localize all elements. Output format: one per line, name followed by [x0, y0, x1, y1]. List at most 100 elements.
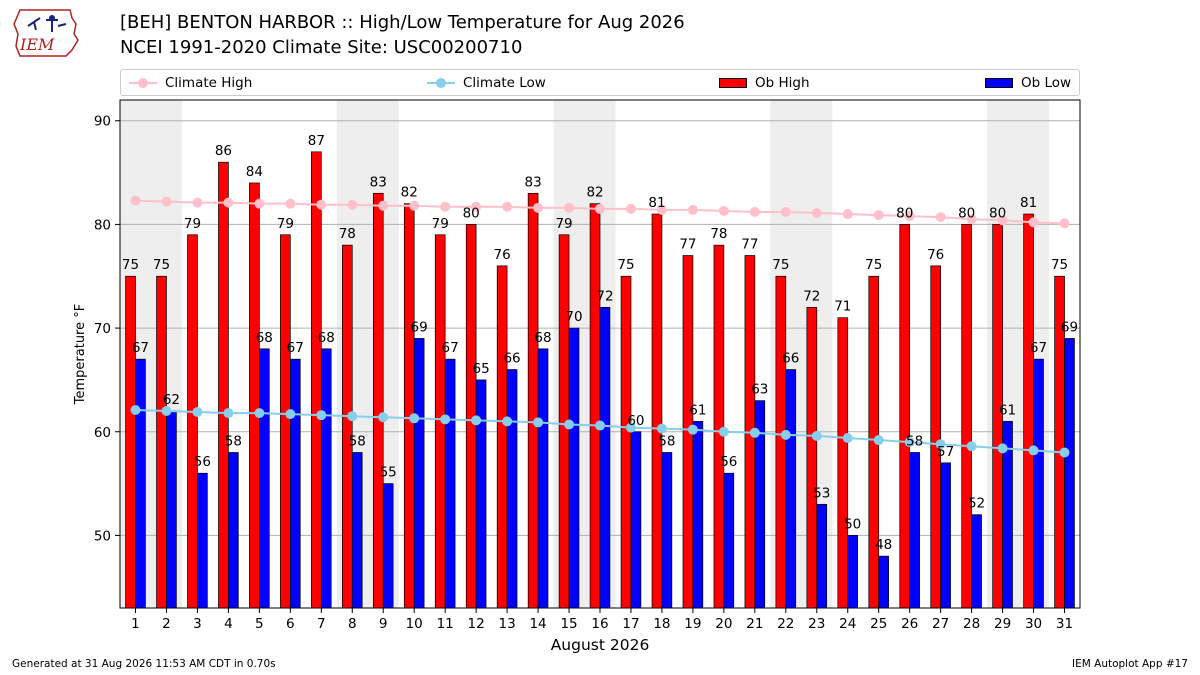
climate-low-point-25 [873, 435, 884, 446]
legend-label-climate-high: Climate High [165, 74, 253, 91]
ob-low-label-24: 50 [844, 516, 861, 532]
legend-label-ob-high: Ob High [755, 74, 810, 91]
app-credit: IEM Autoplot App #17 [1072, 658, 1188, 670]
legend-item-climate-high: Climate High [129, 70, 252, 95]
ob-low-bar-5 [259, 348, 270, 609]
climate-low-point-30 [1028, 445, 1039, 456]
climate-low-point-23 [811, 430, 822, 441]
x-tick-label-22: 22 [777, 616, 794, 632]
ob-high-bar-28 [961, 224, 972, 609]
x-tick-label-21: 21 [746, 616, 763, 632]
climate-high-point-20 [718, 205, 729, 216]
climate-high-point-23 [811, 208, 822, 219]
iem-logo: IEM [13, 9, 79, 57]
climate-low-point-12 [471, 415, 482, 426]
climate-lines [130, 195, 1070, 458]
ob-low-bar-22 [785, 369, 797, 609]
ob-low-bar-19 [692, 421, 704, 609]
ob-high-label-6: 79 [277, 216, 294, 232]
ob-high-bar-13 [496, 265, 508, 609]
ob-low-label-12: 65 [472, 361, 489, 377]
ob-low-label-26: 58 [906, 433, 923, 449]
ob-low-label-21: 63 [751, 382, 768, 398]
ob-low-bar-26 [909, 452, 920, 609]
climate-high-line-icon [129, 77, 157, 89]
ob-high-label-28: 80 [958, 205, 975, 221]
climate-low-point-20 [718, 426, 729, 437]
climate-high-point-15 [564, 202, 575, 213]
ob-low-label-14: 68 [534, 330, 551, 346]
legend-item-climate-low: Climate Low [427, 70, 546, 95]
ob-high-label-9: 83 [370, 174, 387, 190]
climate-low-point-9 [378, 412, 389, 423]
ob-low-bar-3 [197, 472, 208, 609]
climate-high-point-22 [780, 206, 791, 217]
climate-low-point-4 [223, 408, 234, 419]
ob-low-label-1: 67 [132, 340, 149, 356]
x-tick-label-7: 7 [317, 616, 326, 632]
ob-low-label-31: 69 [1061, 319, 1078, 335]
x-tick-label-26: 26 [901, 616, 918, 632]
climate-high-point-28 [966, 214, 977, 225]
climate-high-point-4 [223, 197, 234, 208]
climate-high-point-30 [1028, 217, 1039, 228]
logo-text: IEM [19, 35, 55, 54]
climate-high-point-3 [192, 197, 203, 208]
x-tick-label-1: 1 [131, 616, 140, 632]
x-axis-label: August 2026 [551, 636, 650, 654]
y-tick-label-60: 60 [94, 425, 111, 441]
ob-low-bar-10 [413, 338, 425, 609]
ob-low-label-7: 68 [318, 330, 335, 346]
ob-high-label-1: 75 [122, 257, 139, 273]
climate-high-point-21 [749, 206, 760, 217]
climate-high-point-6 [285, 198, 296, 209]
climate-low-point-15 [564, 419, 575, 430]
legend-item-ob-high: Ob High [719, 70, 810, 95]
climate-low-point-26 [904, 437, 915, 448]
ob-high-bar-6 [280, 234, 291, 609]
x-tick-label-20: 20 [715, 616, 732, 632]
climate-high-point-9 [378, 200, 389, 211]
ob-high-label-4: 86 [215, 143, 232, 159]
x-tick-label-4: 4 [224, 616, 233, 632]
ob-low-label-2: 62 [163, 392, 180, 408]
ob-high-bar-2 [156, 275, 167, 609]
ob-low-bar-16 [599, 306, 611, 609]
ob-high-bar-22 [775, 275, 787, 609]
climate-low-point-1 [130, 404, 141, 415]
ob-low-bar-20 [723, 472, 735, 609]
x-tick-label-25: 25 [870, 616, 887, 632]
climate-low-point-17 [625, 422, 636, 433]
ob-high-bar-23 [806, 306, 818, 609]
x-tick-label-12: 12 [468, 616, 485, 632]
ob-low-bar-2 [166, 410, 177, 609]
ob-low-label-18: 58 [658, 433, 675, 449]
climate-high-point-19 [687, 204, 698, 215]
ob-high-label-15: 79 [555, 216, 572, 232]
ob-low-bar-7 [320, 348, 332, 609]
y-axis-label: Temperature °F [73, 304, 88, 405]
climate-low-point-24 [842, 432, 853, 443]
x-tick-label-15: 15 [560, 616, 577, 632]
climate-low-point-19 [687, 424, 698, 435]
climate-low-point-6 [285, 409, 296, 420]
x-tick-label-23: 23 [808, 616, 825, 632]
bar-value-labels: 75 67 75 62 79 56 86 58 84 68 79 67 87 68 78 58 83 55 82 69… [122, 133, 1078, 553]
climate-low-point-2 [161, 406, 172, 417]
ob-high-bar-20 [713, 244, 725, 609]
ob-high-bar-26 [899, 224, 911, 609]
climate-low-point-13 [502, 416, 513, 427]
climate-low-point-31 [1059, 447, 1070, 458]
ob-low-bar-13 [506, 369, 518, 609]
ob-high-label-12: 80 [463, 205, 480, 221]
ob-high-label-30: 81 [1020, 195, 1037, 211]
x-tick-label-9: 9 [379, 616, 388, 632]
ob-high-bar-27 [930, 265, 941, 609]
ob-low-label-27: 57 [937, 444, 954, 460]
ob-high-label-19: 77 [679, 237, 696, 253]
ob-low-label-22: 66 [782, 351, 799, 367]
ob-high-label-31: 75 [1051, 257, 1068, 273]
ob-low-bar-27 [940, 462, 951, 609]
ob-low-bar-24 [847, 535, 859, 609]
y-tick-label-80: 80 [94, 217, 111, 233]
